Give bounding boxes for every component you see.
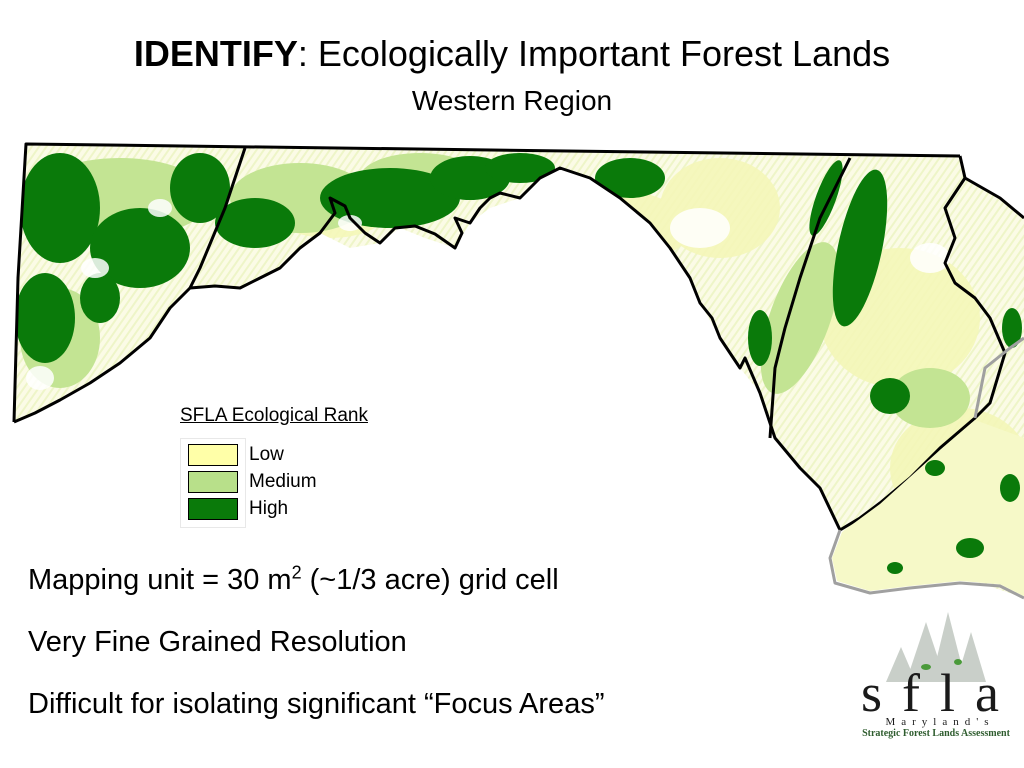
slide-title: IDENTIFY: Ecologically Important Forest … bbox=[0, 32, 1024, 76]
bullet-mapping-unit: Mapping unit = 30 m2 (~1/3 acre) grid ce… bbox=[28, 563, 559, 597]
unit-prefix: Mapping unit = 30 m bbox=[28, 564, 292, 596]
outer-boundaries bbox=[828, 336, 1024, 600]
logo-name: Strategic Forest Lands Assessment bbox=[862, 728, 1010, 739]
white-gaps bbox=[26, 199, 950, 390]
county-boundaries bbox=[12, 142, 1024, 532]
sfla-logo-trees bbox=[886, 612, 986, 682]
swatch-high bbox=[188, 498, 238, 520]
logo-state: Maryland's bbox=[885, 716, 995, 728]
title-rest: : Ecologically Important Forest Lands bbox=[297, 33, 891, 74]
legend-title: SFLA Ecological Rank bbox=[180, 405, 368, 426]
bullet-difficulty: Difficult for isolating significant “Foc… bbox=[28, 688, 605, 720]
forest-rank-map bbox=[12, 142, 1024, 600]
map-legend: SFLA Ecological Rank Low Medium High bbox=[180, 404, 440, 528]
legend-label-high: High bbox=[249, 498, 289, 519]
swatch-low bbox=[188, 444, 238, 466]
legend-label-low: Low bbox=[249, 444, 284, 465]
swatch-medium bbox=[188, 471, 238, 493]
slide-subtitle: Western Region bbox=[411, 85, 613, 116]
title-bold: IDENTIFY bbox=[133, 33, 298, 74]
bullet-resolution: Very Fine Grained Resolution bbox=[28, 626, 407, 658]
legend-label-medium: Medium bbox=[249, 471, 317, 492]
unit-suffix: (~1/3 acre) grid cell bbox=[301, 564, 559, 596]
high-rank-areas bbox=[15, 153, 1022, 570]
logo-letters: sfla bbox=[861, 663, 1019, 723]
unit-superscript: 2 bbox=[291, 562, 302, 583]
